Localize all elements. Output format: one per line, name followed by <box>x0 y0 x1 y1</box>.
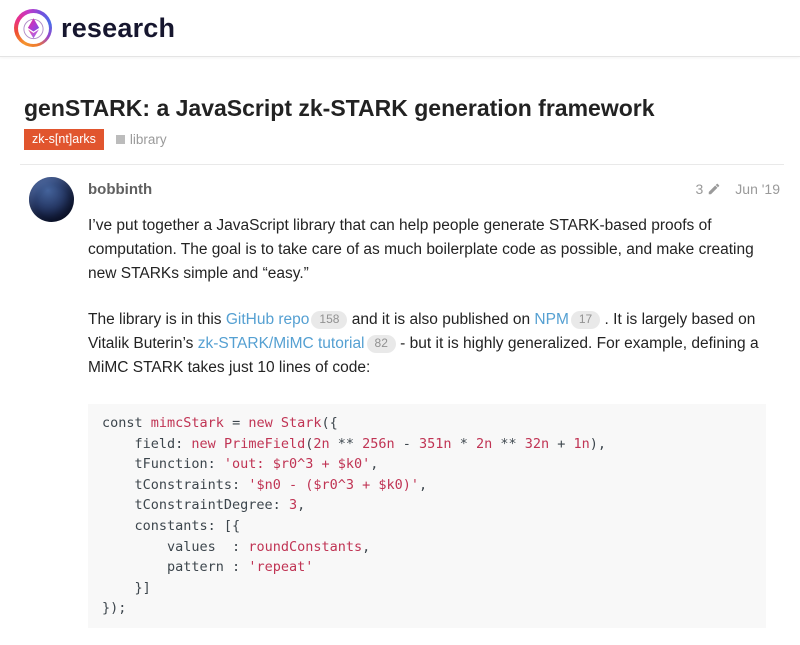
link-click-count-badge[interactable]: 158 <box>311 311 348 329</box>
topic-divider <box>20 164 784 165</box>
post-body: I’ve put together a JavaScript library t… <box>88 214 766 645</box>
code-line: values : roundConstants, <box>102 538 371 555</box>
post-author[interactable]: bobbinth <box>88 181 153 198</box>
inline-link[interactable]: GitHub repo <box>225 311 310 328</box>
post-date[interactable]: Jun '19 <box>735 181 780 197</box>
link-click-count-badge[interactable]: 17 <box>570 311 601 329</box>
code-line: constants: [{ <box>102 517 241 534</box>
post: bobbinth 3 Jun '19 I’ve put together a J… <box>24 177 780 645</box>
post-meta-right: 3 Jun '19 <box>695 181 780 197</box>
post-column: bobbinth 3 Jun '19 I’ve put together a J… <box>88 177 780 645</box>
paragraph-text: - but it is highly generalized. For exam… <box>88 335 759 376</box>
code-line: const mimcStark = new Stark({ <box>102 415 338 431</box>
code-line: pattern : 'repeat' <box>102 559 314 576</box>
paragraph-text: . It is largely based on Vitalik Buterin… <box>88 311 756 352</box>
code-line: tConstraints: '$n0 - ($r0^3 + $k0)', <box>102 476 428 493</box>
inline-link[interactable]: NPM <box>534 311 569 328</box>
topic-title: genSTARK: a JavaScript zk-STARK generati… <box>24 95 655 121</box>
code-line: }); <box>102 600 127 617</box>
paragraph-text: and it is also published on <box>347 311 535 328</box>
code-line: field: new PrimeField(2n ** 256n - 351n … <box>102 435 607 452</box>
tag-zk-snarks[interactable]: zk-s[nt]arks <box>24 129 104 150</box>
topic-page: genSTARK: a JavaScript zk-STARK generati… <box>0 95 800 645</box>
code-line: tFunction: 'out: $r0^3 + $k0', <box>102 456 379 473</box>
edit-count-value: 3 <box>695 181 704 197</box>
link-click-count-badge[interactable]: 82 <box>366 335 396 353</box>
site-header: research <box>0 0 800 57</box>
code-line: tConstraintDegree: 3, <box>102 497 306 514</box>
tag-library[interactable]: library <box>115 132 167 147</box>
topic-tags: zk-s[nt]arks library <box>24 129 780 150</box>
edit-count[interactable]: 3 <box>695 181 721 197</box>
pencil-icon <box>707 182 721 196</box>
paragraph-links: The library is in this GitHub repo 158 an… <box>88 308 766 380</box>
ethereum-diamond-icon <box>17 12 49 44</box>
tag-library-label: library <box>129 132 167 147</box>
code-block-mimc: const mimcStark = new Stark({ field: new… <box>88 404 766 628</box>
inline-link[interactable]: zk-STARK/MiMC tutorial <box>197 335 365 352</box>
site-logo[interactable] <box>14 9 52 47</box>
avatar[interactable] <box>29 177 74 222</box>
paragraph-intro: I’ve put together a JavaScript library t… <box>88 217 754 282</box>
code-line: }] <box>102 579 151 596</box>
site-name[interactable]: research <box>61 12 176 43</box>
post-meta-row: bobbinth 3 Jun '19 <box>88 177 780 198</box>
paragraph-text: The library is in this <box>88 311 226 328</box>
tag-square-icon <box>115 135 125 144</box>
